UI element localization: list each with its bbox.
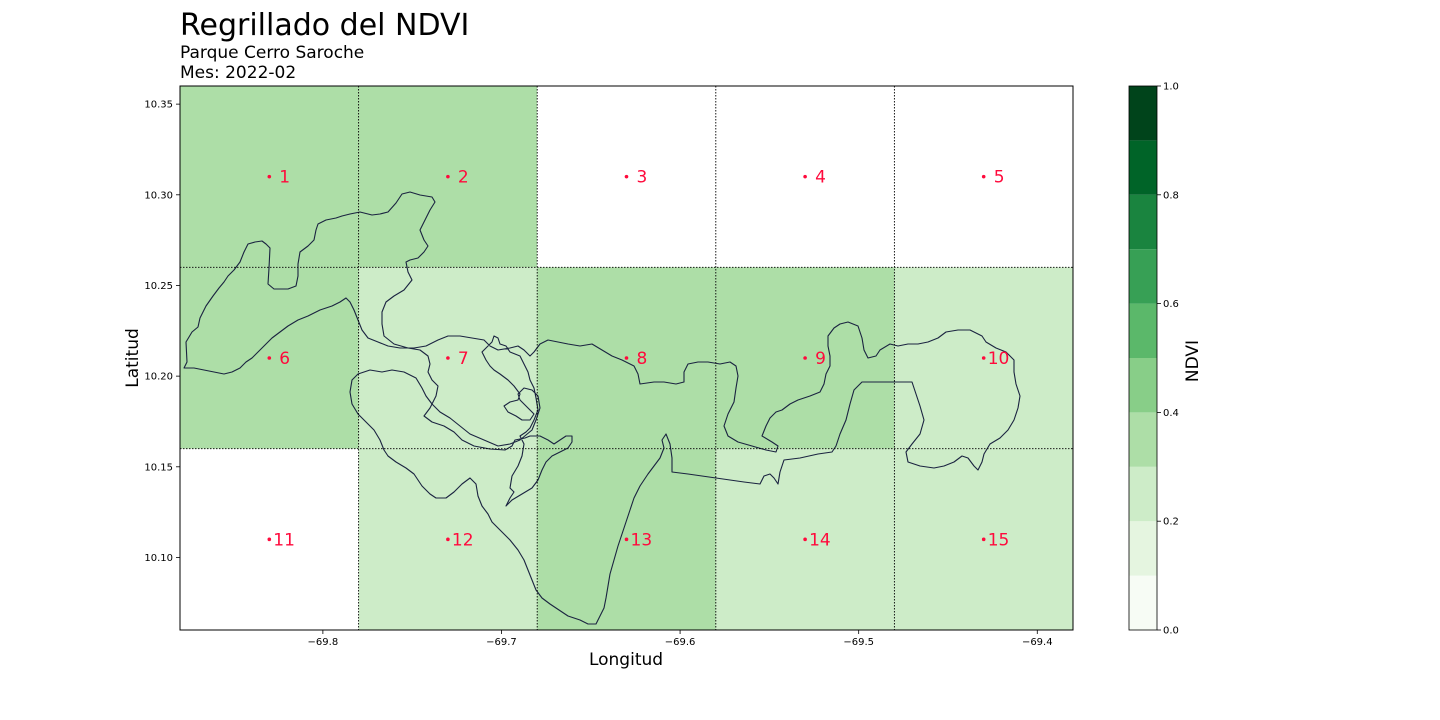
y-tick-label: 10.10 xyxy=(144,553,173,564)
cell-label-6: 6 xyxy=(279,349,290,369)
cell-label-5: 5 xyxy=(994,168,1005,188)
x-tick-label: −69.5 xyxy=(843,637,874,648)
plot-frame xyxy=(179,85,1074,631)
x-tick-label: −69.7 xyxy=(486,637,517,648)
cell-label-3: 3 xyxy=(637,168,648,188)
cell-center-point-4 xyxy=(803,174,807,179)
y-axis: 10.10 10.15 10.20 10.25 10.30 10.35 xyxy=(144,100,180,564)
colorbar-tick-label: 0.2 xyxy=(1163,517,1179,528)
colorbar-segment xyxy=(1129,194,1157,250)
cell-center-point-10 xyxy=(981,356,986,360)
colorbar-tick-label: 0.4 xyxy=(1163,408,1179,419)
colorbar-tick-label: 1.0 xyxy=(1163,82,1179,93)
cell-label-14: 14 xyxy=(809,530,831,550)
cell-center-point-8 xyxy=(624,356,629,360)
colorbar: 0.0 0.2 0.4 0.6 0.8 1.0 xyxy=(1128,82,1179,637)
colorbar-segment xyxy=(1129,140,1157,195)
cell-center-point-12 xyxy=(446,537,450,542)
cell-center-point-6 xyxy=(267,356,272,360)
colorbar-label: NDVI xyxy=(1183,340,1203,382)
cell-label-7: 7 xyxy=(458,349,469,369)
cell-center-point-7 xyxy=(446,356,450,360)
cell-label-13: 13 xyxy=(631,530,653,550)
cell-center-point-13 xyxy=(624,537,629,542)
chart-subtitle-park: Parque Cerro Saroche xyxy=(180,43,365,63)
colorbar-segment xyxy=(1129,358,1157,413)
cell-label-8: 8 xyxy=(637,349,648,369)
colorbar-segment xyxy=(1129,575,1157,630)
cell-center-point-2 xyxy=(446,174,450,179)
colorbar-frame xyxy=(1128,85,1158,631)
park-outline xyxy=(183,191,1021,625)
cell-center-point-5 xyxy=(981,174,986,179)
cell-label-15: 15 xyxy=(988,530,1010,550)
cell-label-11: 11 xyxy=(273,530,295,550)
cell-label-2: 2 xyxy=(458,168,469,188)
cell-label-4: 4 xyxy=(815,168,826,188)
cell-center-point-14 xyxy=(803,537,807,542)
x-axis-label: Longitud xyxy=(589,650,663,670)
park-boundary xyxy=(183,191,1021,625)
colorbar-segment xyxy=(1129,86,1157,141)
x-tick-label: −69.4 xyxy=(1022,637,1053,648)
cell-center-point-1 xyxy=(267,174,272,179)
x-tick-label: −69.8 xyxy=(308,637,339,648)
cell-center-point-3 xyxy=(624,174,629,179)
y-axis-label: Latitud xyxy=(123,328,143,388)
y-tick-label: 10.15 xyxy=(144,462,173,473)
y-tick-label: 10.35 xyxy=(144,100,173,111)
x-axis: −69.8 −69.7 −69.6 −69.5 −69.4 xyxy=(308,630,1053,648)
colorbar-segment xyxy=(1129,249,1157,304)
colorbar-tick-label: 0.0 xyxy=(1163,626,1179,637)
x-tick-label: −69.6 xyxy=(665,637,696,648)
colorbar-segment xyxy=(1129,412,1157,467)
colorbar-tick-label: 0.8 xyxy=(1163,190,1179,201)
y-tick-label: 10.25 xyxy=(144,281,173,292)
cell-label-10: 10 xyxy=(988,349,1010,369)
cell-center-point-9 xyxy=(803,356,807,360)
cell-label-12: 12 xyxy=(452,530,474,550)
cell-center-point-11 xyxy=(267,537,272,542)
chart-title: Regrillado del NDVI xyxy=(180,8,470,43)
colorbar-segment xyxy=(1129,466,1157,522)
chart-subtitle-month: Mes: 2022-02 xyxy=(180,63,297,83)
colorbar-segment xyxy=(1129,521,1157,576)
colorbar-tick-label: 0.6 xyxy=(1163,299,1179,310)
cell-center-point-15 xyxy=(981,537,986,542)
cell-label-9: 9 xyxy=(815,349,826,369)
y-tick-label: 10.30 xyxy=(144,190,173,201)
cell-label-1: 1 xyxy=(279,168,290,188)
colorbar-segment xyxy=(1129,303,1157,358)
grid-lines xyxy=(180,86,1073,630)
y-tick-label: 10.20 xyxy=(144,372,173,383)
